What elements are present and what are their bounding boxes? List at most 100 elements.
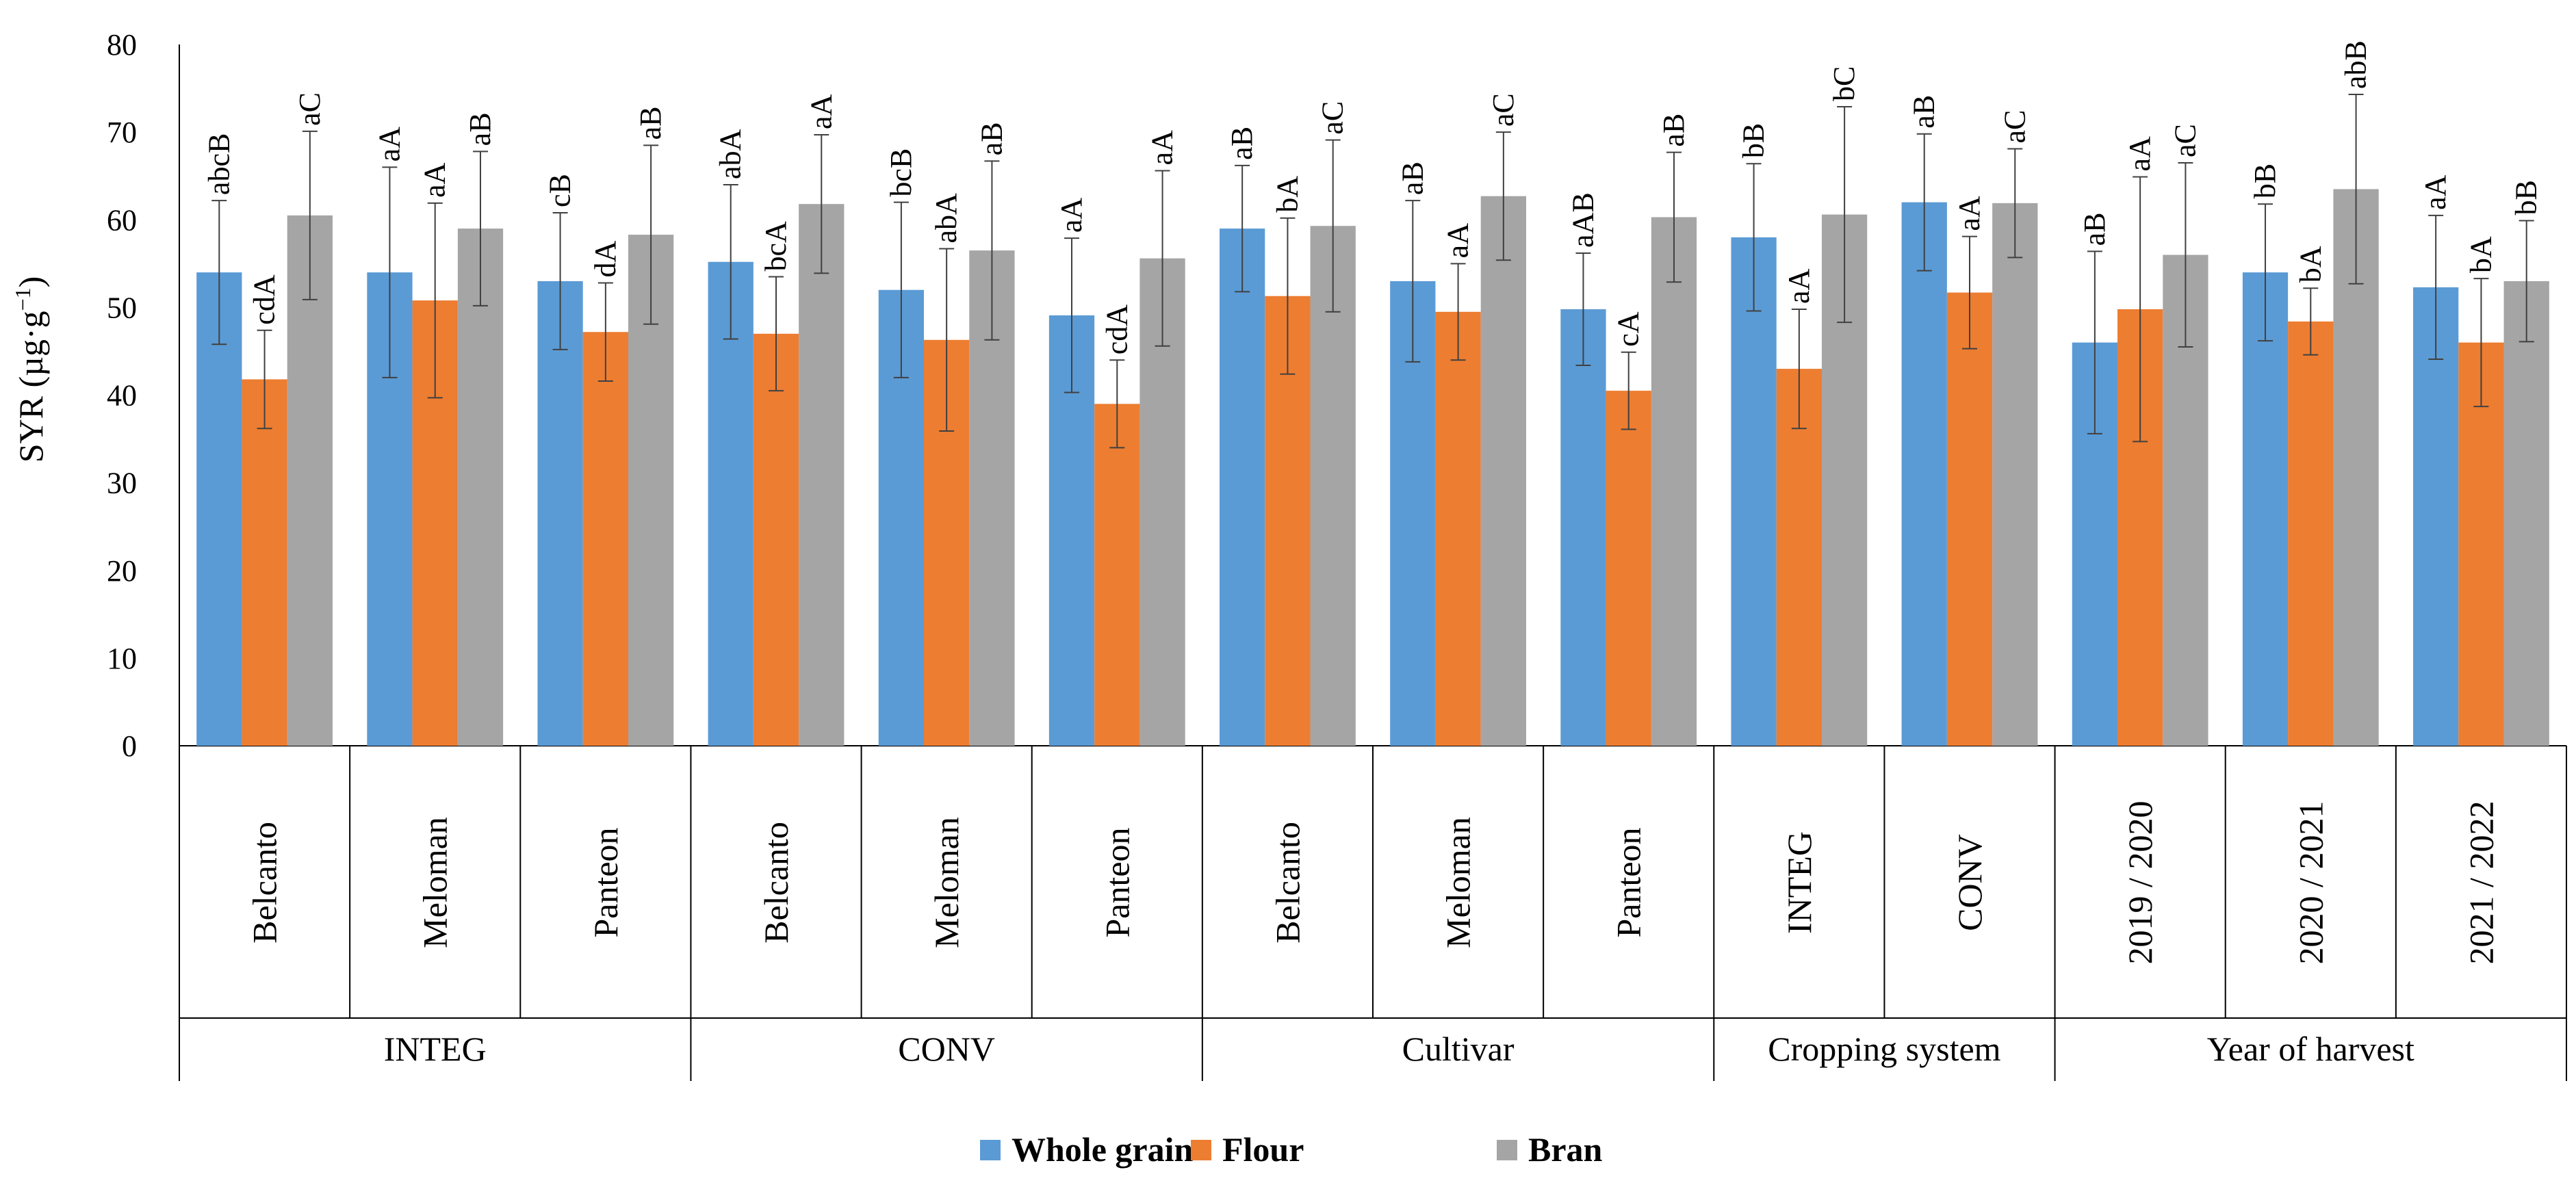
bar	[2242, 272, 2289, 746]
data-label: cB	[543, 174, 577, 207]
bar	[287, 215, 333, 746]
y-tick-label: 10	[107, 642, 137, 675]
bar	[708, 261, 754, 746]
data-label: aAB	[1566, 192, 1599, 248]
data-label: aB	[1907, 95, 1941, 129]
bar	[799, 204, 845, 746]
x-group-label: CONV	[898, 1030, 995, 1068]
data-label: bA	[2293, 246, 2327, 283]
y-tick-label: 80	[107, 28, 137, 62]
x-group-label: Year of harvest	[2207, 1030, 2414, 1068]
x-axis: Belcanto Meloman Panteon Belcanto Meloman Pan…	[179, 746, 2567, 1081]
x-category-label: 2021 / 2022	[2462, 801, 2500, 965]
data-label: aA	[1146, 130, 1179, 166]
data-label: bB	[1737, 123, 1770, 158]
x-group-label: Cultivar	[1402, 1030, 1515, 1068]
x-category-label: Belcanto	[757, 822, 795, 943]
x-category-label: INTEG	[1780, 831, 1818, 934]
bar	[2288, 321, 2334, 746]
legend-label: Whole grain	[1012, 1130, 1193, 1169]
y-tick-label: 30	[107, 467, 137, 500]
bar	[1776, 369, 1822, 746]
x-category-label: CONV	[1950, 834, 1989, 931]
bar	[1094, 404, 1140, 746]
bar	[582, 332, 628, 746]
y-tick-label: 70	[107, 116, 137, 149]
bar-labels: abcB aA cB abA bcB aA aB aB aAB bB aB aB bB aA cdA aA dA…	[202, 40, 2542, 354]
bar	[1435, 311, 1481, 746]
data-label: aA	[804, 94, 838, 129]
y-tick-label: 50	[107, 291, 137, 324]
data-label: aB	[1657, 114, 1690, 147]
bar	[1606, 391, 1651, 746]
y-tick-label: 60	[107, 203, 137, 237]
data-label: bcB	[884, 148, 918, 197]
y-tick-label: 20	[107, 554, 137, 588]
data-label: bB	[2248, 164, 2282, 198]
bar	[1992, 203, 2038, 746]
data-label: bA	[1270, 176, 1304, 213]
data-label: aA	[2419, 174, 2452, 210]
legend: Whole grain Flour Bran	[980, 1130, 1603, 1169]
bars	[196, 94, 2549, 746]
y-axis-label: SYR (µg·g−1)	[10, 276, 50, 463]
x-category-label: Meloman	[416, 817, 454, 948]
x-group-label: INTEG	[384, 1030, 487, 1068]
data-label: aC	[1998, 110, 2031, 144]
bar	[2458, 342, 2504, 746]
data-label: dA	[589, 241, 622, 278]
bar	[196, 272, 242, 746]
data-label: aA	[1441, 223, 1475, 259]
data-label: aA	[1782, 268, 1816, 304]
data-label: bA	[2464, 236, 2497, 273]
data-label: aB	[1395, 161, 1429, 195]
data-label: cdA	[1100, 304, 1133, 355]
bar	[1310, 226, 1356, 746]
data-label: aA	[2123, 136, 2156, 172]
bar	[2413, 287, 2459, 746]
y-tick-label: 0	[122, 729, 137, 763]
data-label: abA	[929, 193, 963, 244]
legend-swatch	[980, 1140, 1001, 1160]
data-label: bcA	[759, 221, 793, 272]
data-label: aC	[1316, 101, 1350, 135]
data-label: bC	[1827, 66, 1861, 101]
x-category-label: Belcanto	[246, 822, 284, 943]
x-category-label: Meloman	[1439, 817, 1478, 948]
legend-label: Flour	[1222, 1130, 1304, 1169]
bar	[1560, 309, 1606, 746]
data-label: cA	[1612, 311, 1645, 347]
bar	[753, 333, 799, 746]
x-category-label: 2019 / 2020	[2121, 801, 2159, 965]
bar	[537, 281, 583, 746]
data-label: aB	[634, 106, 667, 140]
legend-swatch	[1497, 1140, 1517, 1160]
data-label: bB	[2510, 180, 2543, 215]
x-category-label: Belcanto	[1268, 822, 1306, 943]
bar	[1480, 196, 1526, 746]
data-label: aB	[2078, 212, 2111, 246]
data-label: aC	[2168, 124, 2202, 157]
legend-swatch	[1191, 1140, 1211, 1160]
bar	[1901, 202, 1947, 746]
x-group-label: Cropping system	[1768, 1030, 2000, 1068]
x-category-label: Panteon	[587, 827, 625, 937]
data-label: aA	[1055, 198, 1088, 233]
x-category-label: Meloman	[927, 817, 966, 948]
y-tick-label: 40	[107, 379, 137, 413]
data-label: aB	[463, 112, 497, 146]
x-category-label: Panteon	[1098, 827, 1136, 937]
legend-label: Bran	[1528, 1130, 1603, 1169]
bar	[1651, 217, 1697, 746]
data-label: abA	[714, 129, 747, 179]
bar	[457, 229, 504, 746]
x-category-label: 2020 / 2021	[2291, 801, 2330, 965]
data-label: aA	[418, 162, 452, 198]
data-label: aB	[1225, 127, 1259, 160]
data-label: aC	[1486, 93, 1520, 127]
bar	[1220, 229, 1265, 746]
bar	[242, 379, 287, 746]
data-label: aA	[372, 127, 406, 162]
x-category-label: Panteon	[1610, 827, 1648, 937]
